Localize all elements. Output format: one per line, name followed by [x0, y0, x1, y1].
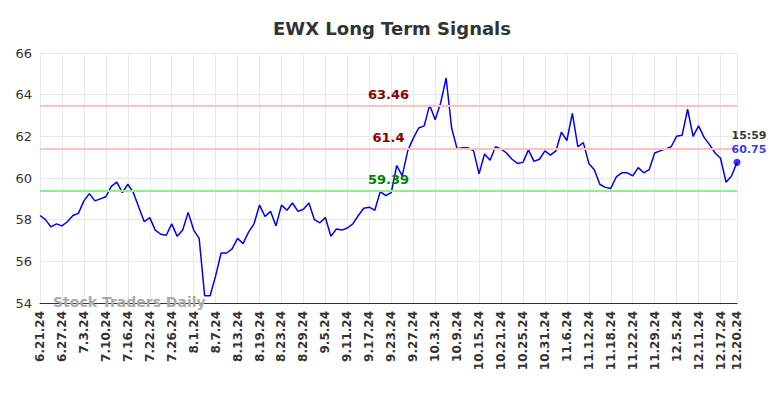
- svg-text:11.29.24: 11.29.24: [648, 311, 662, 370]
- svg-text:62: 62: [15, 129, 32, 144]
- svg-text:11.22.24: 11.22.24: [626, 311, 640, 370]
- svg-text:10.25.24: 10.25.24: [516, 311, 530, 370]
- svg-text:10.21.24: 10.21.24: [494, 311, 508, 370]
- svg-text:7.16.24: 7.16.24: [121, 311, 135, 362]
- svg-text:7.22.24: 7.22.24: [143, 311, 157, 362]
- svg-text:9.27.24: 9.27.24: [406, 311, 420, 362]
- svg-text:9.5.24: 9.5.24: [318, 311, 332, 354]
- svg-text:12.17.24: 12.17.24: [714, 311, 728, 370]
- svg-text:8.13.24: 8.13.24: [231, 311, 245, 362]
- svg-text:11.12.24: 11.12.24: [582, 311, 596, 370]
- svg-text:8.7.24: 8.7.24: [209, 311, 223, 354]
- svg-text:10.3.24: 10.3.24: [428, 311, 442, 362]
- svg-text:11.6.24: 11.6.24: [560, 311, 574, 362]
- svg-text:7.10.24: 7.10.24: [99, 311, 113, 362]
- svg-text:9.23.24: 9.23.24: [384, 311, 398, 362]
- svg-text:59.39: 59.39: [368, 172, 409, 187]
- svg-text:10.31.24: 10.31.24: [538, 311, 552, 370]
- svg-text:15:59: 15:59: [732, 129, 767, 142]
- svg-text:7.26.24: 7.26.24: [165, 311, 179, 362]
- svg-text:54: 54: [15, 296, 32, 311]
- svg-text:8.1.24: 8.1.24: [187, 311, 201, 354]
- svg-text:6.27.24: 6.27.24: [55, 311, 69, 362]
- svg-text:EWX Long Term Signals: EWX Long Term Signals: [273, 18, 511, 39]
- svg-text:7.3.24: 7.3.24: [77, 311, 91, 354]
- svg-text:8.29.24: 8.29.24: [296, 311, 310, 362]
- svg-text:60: 60: [15, 171, 32, 186]
- svg-text:9.17.24: 9.17.24: [362, 311, 376, 362]
- svg-text:63.46: 63.46: [368, 87, 409, 102]
- svg-text:60.75: 60.75: [732, 143, 767, 156]
- svg-text:12.5.24: 12.5.24: [670, 311, 684, 362]
- svg-text:61.4: 61.4: [372, 130, 404, 145]
- svg-text:12.20.24: 12.20.24: [730, 311, 744, 370]
- svg-text:58: 58: [15, 212, 32, 227]
- svg-text:9.11.24: 9.11.24: [340, 311, 354, 362]
- svg-text:8.23.24: 8.23.24: [274, 311, 288, 362]
- svg-text:11.18.24: 11.18.24: [604, 311, 618, 370]
- svg-text:8.19.24: 8.19.24: [253, 311, 267, 362]
- svg-text:6.21.24: 6.21.24: [33, 311, 47, 362]
- svg-text:10.9.24: 10.9.24: [450, 311, 464, 362]
- svg-text:64: 64: [15, 87, 32, 102]
- svg-text:66: 66: [15, 46, 32, 61]
- svg-text:56: 56: [15, 254, 32, 269]
- svg-text:10.15.24: 10.15.24: [472, 311, 486, 370]
- svg-text:12.11.24: 12.11.24: [692, 311, 706, 370]
- svg-text:Stock Traders Daily: Stock Traders Daily: [53, 294, 206, 310]
